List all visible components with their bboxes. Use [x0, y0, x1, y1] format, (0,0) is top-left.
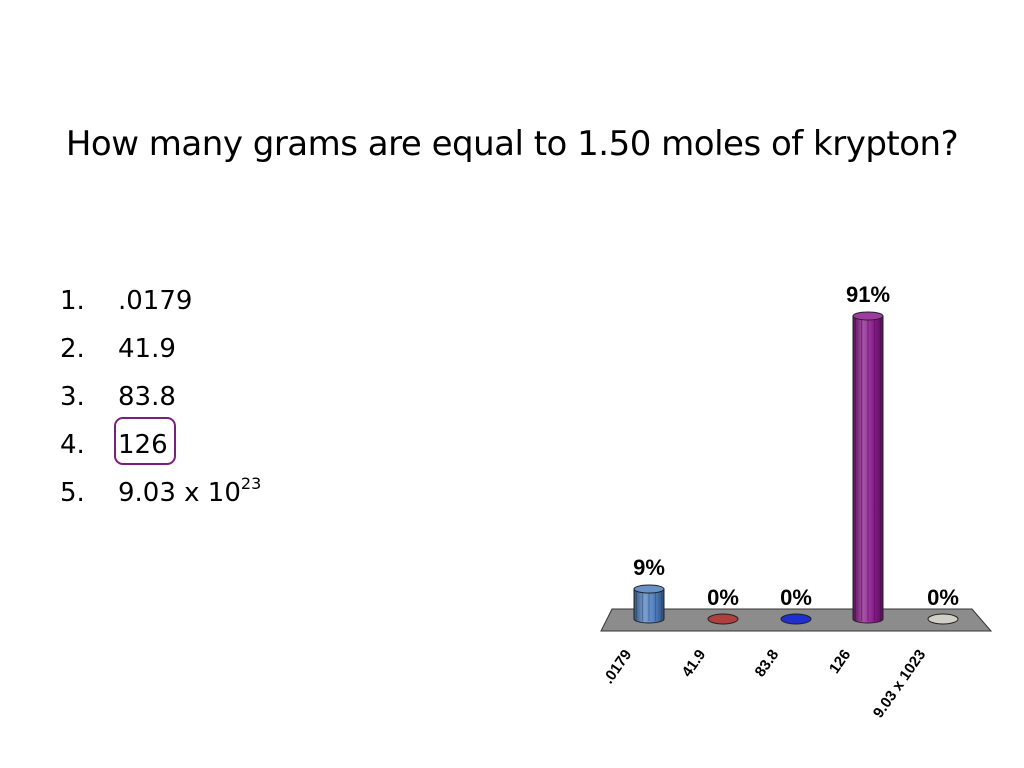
bar-top: [633, 584, 665, 594]
bar-3: [780, 613, 812, 625]
bar-2: [707, 613, 739, 625]
data-label: 91%: [846, 282, 890, 307]
choice-text: 83.8: [118, 382, 176, 412]
choice-text: .0179: [118, 286, 193, 316]
choice-number: 5.: [60, 478, 85, 508]
choice-number: 4.: [60, 430, 85, 460]
category-label: 126: [826, 647, 854, 677]
choice-number: 1.: [60, 286, 85, 316]
category-label: 9.03 x 1023: [870, 647, 929, 722]
choice-text: 126: [118, 430, 168, 460]
choice-number: 2.: [60, 334, 85, 364]
data-label: 0%: [927, 585, 959, 610]
data-label: 0%: [780, 585, 812, 610]
choice-number: 3.: [60, 382, 85, 412]
category-label: 83.8: [752, 647, 783, 681]
correct-answer-highlight: [114, 417, 176, 465]
choice-text: 41.9: [118, 334, 176, 364]
data-label: 9%: [633, 555, 665, 580]
choice-base: 9.03 x 10: [118, 478, 241, 508]
choice-exponent: 23: [240, 474, 262, 493]
bar-5: [927, 613, 959, 625]
slide-title: How many grams are equal to 1.50 moles o…: [65, 124, 959, 164]
choice-text: 9.03 x 1023: [118, 472, 261, 514]
category-label: 41.9: [679, 647, 710, 681]
data-label: 0%: [707, 585, 739, 610]
category-label: .0179: [600, 647, 635, 688]
bar-top: [852, 311, 884, 321]
